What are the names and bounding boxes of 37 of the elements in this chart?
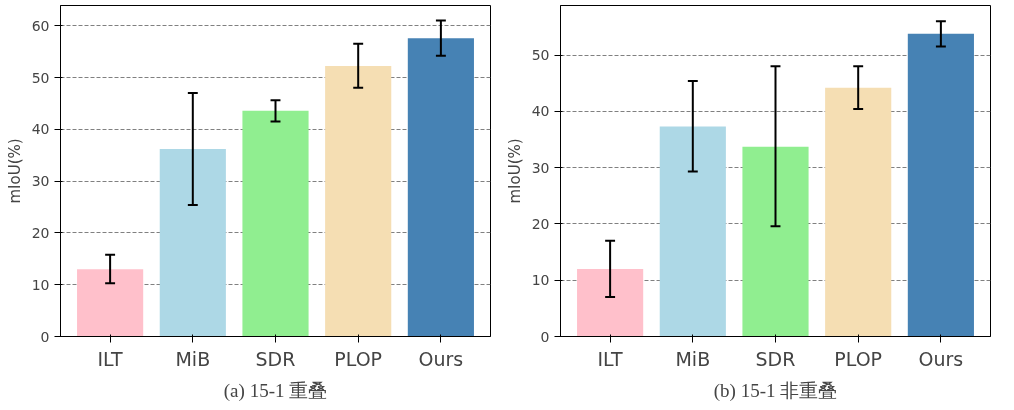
x-tick-label: ILT <box>97 347 124 370</box>
bar <box>907 33 974 337</box>
y-axis-title: mIoU(%) <box>505 138 524 204</box>
text: (a) 15-1 重叠 <box>223 379 328 402</box>
x-tick-label: SDR <box>255 347 296 370</box>
y-tick-label: 10 <box>531 272 550 289</box>
y-tick-label: 30 <box>31 173 50 190</box>
bar <box>242 110 309 337</box>
x-tick-label: Ours <box>418 347 464 370</box>
y-tick-label: 20 <box>31 224 50 241</box>
bar <box>159 148 226 337</box>
x-tick-label: PLOP <box>334 347 383 370</box>
text: (b) 15-1 非重叠 <box>713 379 838 402</box>
bar <box>577 268 644 337</box>
y-tick-label: 10 <box>31 276 50 293</box>
x-tick-label: MiB <box>675 347 711 370</box>
y-tick-label: 40 <box>31 121 50 138</box>
y-tick-label: 0 <box>540 328 550 345</box>
bar <box>325 66 392 337</box>
x-tick-label: ILT <box>597 347 624 370</box>
y-tick-label: 60 <box>31 17 50 34</box>
bar <box>659 126 726 337</box>
y-tick-label: 50 <box>531 47 550 64</box>
x-tick-label: Ours <box>918 347 964 370</box>
y-tick-label: 0 <box>40 328 50 345</box>
y-tick-label: 20 <box>531 215 550 232</box>
y-axis-title: mIoU(%) <box>5 138 24 204</box>
bar <box>407 38 474 337</box>
bar <box>742 146 809 337</box>
bar <box>825 87 892 337</box>
y-tick-label: 40 <box>531 103 550 120</box>
bar <box>77 269 144 337</box>
x-tick-label: SDR <box>755 347 796 370</box>
y-tick-label: 50 <box>31 69 50 86</box>
y-tick-label: 30 <box>531 159 550 176</box>
x-tick-label: MiB <box>175 347 211 370</box>
x-tick-label: PLOP <box>834 347 883 370</box>
